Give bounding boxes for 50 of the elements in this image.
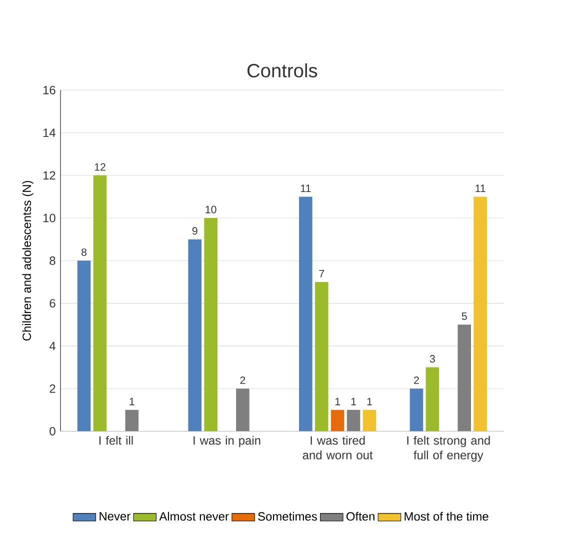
legend-label: Most of the time [404, 512, 488, 521]
bar [474, 196, 487, 432]
y-tick-label: 12 [43, 171, 56, 180]
data-label: 7 [319, 270, 324, 278]
data-label: 1 [351, 398, 356, 406]
bar [314, 282, 328, 432]
data-label: 1 [367, 398, 372, 406]
bar [236, 388, 250, 432]
bar [426, 367, 440, 432]
y-tick-label: 0 [50, 427, 56, 436]
y-tick-label: 4 [49, 342, 56, 350]
data-label: 9 [192, 227, 198, 235]
bar [346, 410, 360, 432]
bar [77, 260, 91, 432]
data-label: 11 [476, 184, 486, 192]
bar [204, 218, 218, 432]
x-tick-label: I felt strong and full of energy [407, 436, 490, 462]
data-label: 2 [414, 376, 419, 384]
legend-label: Almost never [159, 512, 229, 521]
y-tick-label: 14 [43, 128, 56, 137]
y-axis-title: Children and adolescentss (N) [22, 181, 34, 341]
legend-label: Never [100, 512, 130, 521]
x-tick-label: I felt ill [99, 436, 133, 445]
y-tick-label: 6 [50, 299, 56, 308]
bar [125, 410, 139, 432]
bar [93, 176, 107, 432]
bar [410, 388, 424, 432]
data-label: 8 [82, 248, 87, 256]
x-tick-label: I was tired and worn out [302, 436, 373, 460]
bar [188, 239, 202, 432]
legend-label: Sometimes [258, 512, 317, 521]
y-tick-label: 16 [43, 86, 56, 94]
bar [330, 410, 344, 432]
data-label: 10 [206, 206, 216, 214]
data-label: 12 [94, 163, 106, 171]
data-label: 3 [430, 355, 435, 363]
y-tick-label: 8 [50, 256, 56, 266]
data-label: 5 [462, 312, 467, 320]
data-label: 11 [300, 184, 311, 192]
bar [458, 324, 472, 432]
chart-title: Controls [248, 64, 318, 78]
data-label: 2 [240, 376, 246, 384]
bar [362, 410, 376, 432]
legend-label: Often [346, 512, 374, 521]
bar [299, 196, 312, 432]
data-label: 1 [130, 398, 134, 406]
data-label: 1 [335, 398, 340, 406]
y-tick-label: 2 [50, 384, 56, 393]
x-tick-label: I was in pain [194, 436, 260, 448]
y-tick-label: 10 [43, 214, 56, 222]
